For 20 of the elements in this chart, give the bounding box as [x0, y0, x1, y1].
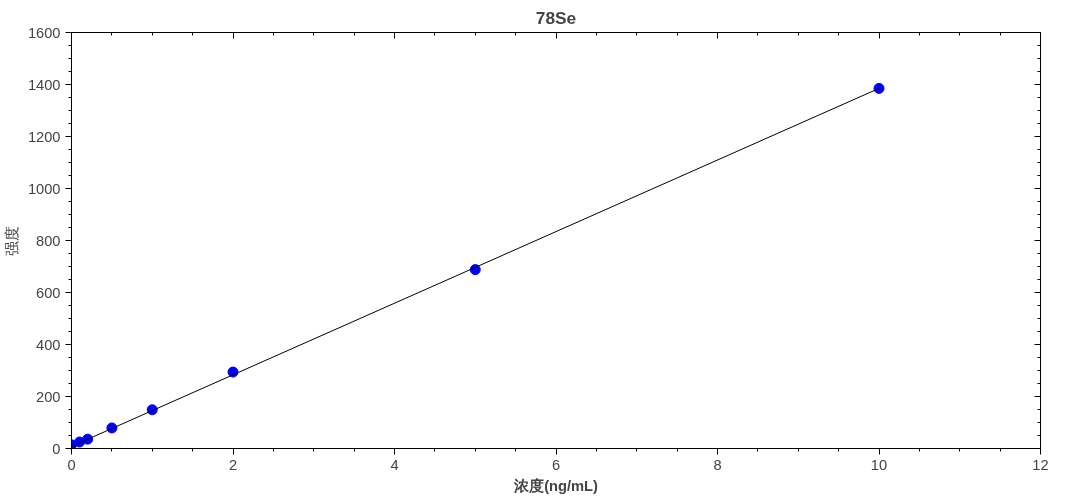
x-tick-label: 10 — [870, 456, 888, 473]
y-axis-title: 强度 — [3, 225, 20, 256]
point — [873, 82, 885, 94]
x-tick-label: 4 — [390, 456, 399, 473]
x-tick-label: 8 — [713, 456, 722, 473]
y-tick-label: 400 — [36, 336, 61, 353]
x-tick-label: 0 — [67, 456, 76, 473]
x-axis-title: 浓度(ng/mL) — [513, 476, 598, 494]
y-tick-label: 0 — [52, 440, 61, 457]
y-tick-label: 1000 — [27, 180, 61, 197]
chart-title: 78Se — [535, 7, 577, 28]
x-tick-label: 12 — [1032, 456, 1049, 473]
y-tick-label: 1400 — [27, 76, 61, 93]
y-tick-label: 800 — [36, 232, 61, 249]
y-tick-label: 600 — [36, 284, 61, 301]
y-tick-label: 1200 — [27, 128, 61, 145]
y-tick-label: 200 — [36, 388, 61, 405]
x-tick-label: 2 — [228, 456, 238, 473]
y-tick-label: 1600 — [27, 24, 61, 41]
x-tick-label: 6 — [551, 456, 561, 473]
